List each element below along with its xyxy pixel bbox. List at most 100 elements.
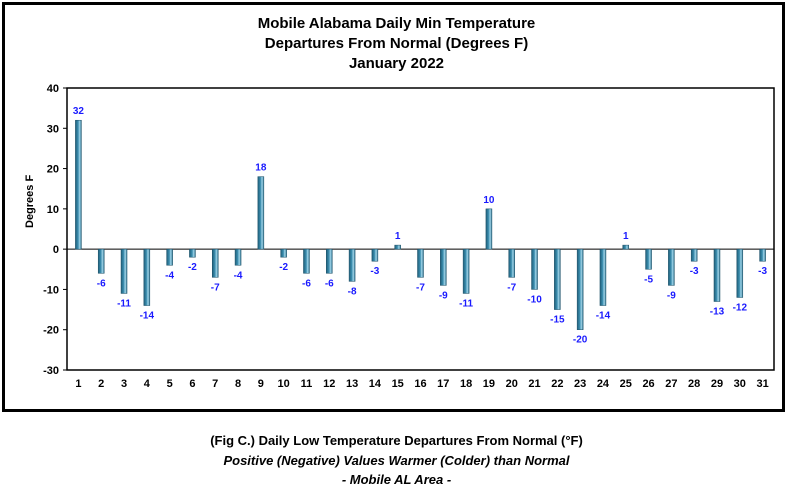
data-label-day-12: -6 <box>325 278 334 289</box>
bar-day-16 <box>417 248 424 278</box>
bar-day-14 <box>371 248 379 262</box>
data-label-day-8: -4 <box>234 270 243 281</box>
y-tick-label: 10 <box>47 204 59 216</box>
x-tick-label: 13 <box>346 378 358 390</box>
bar-day-13 <box>348 248 356 282</box>
chart-title-line-3: January 2022 <box>348 55 445 72</box>
y-tick-label: -20 <box>43 325 59 337</box>
y-tick-label: 40 <box>47 83 59 95</box>
x-tick-label: 29 <box>711 378 723 390</box>
y-tick-label: 30 <box>47 123 59 135</box>
bar-day-18 <box>462 248 470 294</box>
caption-line-3: - Mobile AL Area - <box>341 472 452 487</box>
bar-day-28 <box>690 248 698 262</box>
data-label-day-19: 10 <box>483 195 495 206</box>
plot-area <box>66 87 775 371</box>
data-label-day-2: -6 <box>97 278 106 289</box>
x-tick-label: 24 <box>597 378 610 390</box>
data-label-day-17: -9 <box>439 290 448 301</box>
bar-day-12 <box>326 248 333 274</box>
x-tick-label: 31 <box>756 378 768 390</box>
bar-day-5 <box>166 248 173 266</box>
data-label-day-6: -2 <box>188 262 197 273</box>
bar-day-15 <box>394 244 401 250</box>
x-tick-label: 8 <box>235 378 241 390</box>
x-tick-label: 15 <box>392 378 404 390</box>
y-tick-label: -30 <box>43 365 59 377</box>
x-tick-label: 23 <box>574 378 586 390</box>
bar-day-30 <box>736 248 744 298</box>
x-tick-label: 21 <box>528 378 540 390</box>
x-tick-label: 2 <box>98 378 104 390</box>
bar-day-3 <box>120 248 128 294</box>
x-tick-label: 11 <box>301 378 313 390</box>
bar-day-7 <box>211 248 219 278</box>
data-label-day-1: 32 <box>73 106 85 117</box>
bar-day-23 <box>576 248 584 330</box>
x-tick-label: 4 <box>144 378 151 390</box>
bar-day-24 <box>599 248 607 306</box>
x-tick-label: 18 <box>460 378 472 390</box>
data-label-day-20: -7 <box>507 282 516 293</box>
x-tick-label: 22 <box>551 378 563 390</box>
x-tick-label: 10 <box>278 378 290 390</box>
chart-frame <box>2 2 785 412</box>
bar-day-29 <box>713 248 721 302</box>
x-tick-label: 1 <box>75 378 81 390</box>
x-tick-label: 16 <box>414 378 426 390</box>
x-tick-label: 9 <box>258 378 264 390</box>
x-tick-label: 17 <box>437 378 449 390</box>
x-tick-label: 12 <box>323 378 335 390</box>
x-tick-label: 26 <box>642 378 654 390</box>
x-tick-label: 7 <box>212 378 218 390</box>
data-label-day-21: -10 <box>527 294 542 305</box>
caption-line-2: Positive (Negative) Values Warmer (Colde… <box>223 453 570 468</box>
x-tick-label: 6 <box>189 378 195 390</box>
x-tick-label: 28 <box>688 378 700 390</box>
data-label-day-22: -15 <box>550 315 565 326</box>
bar-day-21 <box>531 248 538 290</box>
bar-day-4 <box>143 248 151 306</box>
data-label-day-26: -5 <box>644 274 653 285</box>
data-label-day-3: -11 <box>117 298 131 309</box>
data-label-day-31: -3 <box>758 266 767 277</box>
x-tick-label: 20 <box>506 378 518 390</box>
data-label-day-24: -14 <box>596 311 611 322</box>
x-tick-label: 19 <box>483 378 495 390</box>
chart-title-line-1: Mobile Alabama Daily Min Temperature <box>257 15 536 32</box>
data-label-day-11: -6 <box>302 278 311 289</box>
data-label-day-18: -11 <box>459 298 473 309</box>
data-label-day-28: -3 <box>690 266 699 277</box>
x-tick-label: 14 <box>369 378 382 390</box>
x-tick-label: 25 <box>620 378 632 390</box>
x-tick-label: 3 <box>121 378 127 390</box>
data-label-day-4: -14 <box>140 311 155 322</box>
bar-day-9 <box>257 176 265 250</box>
y-tick-label: 20 <box>47 164 59 176</box>
data-label-day-15: 1 <box>395 231 401 242</box>
x-tick-label: 27 <box>665 378 677 390</box>
bar-day-22 <box>554 248 561 310</box>
data-label-day-16: -7 <box>416 282 425 293</box>
chart-title-line-2: Departures From Normal (Degrees F) <box>264 35 529 52</box>
data-label-day-9: 18 <box>255 163 267 174</box>
bar-day-6 <box>189 248 196 258</box>
data-label-day-25: 1 <box>623 231 629 242</box>
bar-day-1 <box>75 119 82 250</box>
caption-line-1: (Fig C.) Daily Low Temperature Departure… <box>210 433 583 448</box>
bar-day-25 <box>622 244 630 250</box>
y-tick-label: 0 <box>53 244 59 256</box>
data-label-day-10: -2 <box>279 262 288 273</box>
x-tick-label: 5 <box>167 378 173 390</box>
bar-day-11 <box>303 248 310 274</box>
data-label-day-13: -8 <box>348 286 357 297</box>
bar-day-26 <box>645 248 652 270</box>
data-label-day-27: -9 <box>667 290 676 301</box>
y-tick-label: -10 <box>43 284 59 296</box>
x-tick-label: 30 <box>734 378 746 390</box>
bar-day-31 <box>759 248 766 262</box>
data-label-day-7: -7 <box>211 282 220 293</box>
data-label-day-14: -3 <box>370 266 379 277</box>
bar-day-17 <box>440 248 447 286</box>
bar-day-19 <box>485 208 493 250</box>
